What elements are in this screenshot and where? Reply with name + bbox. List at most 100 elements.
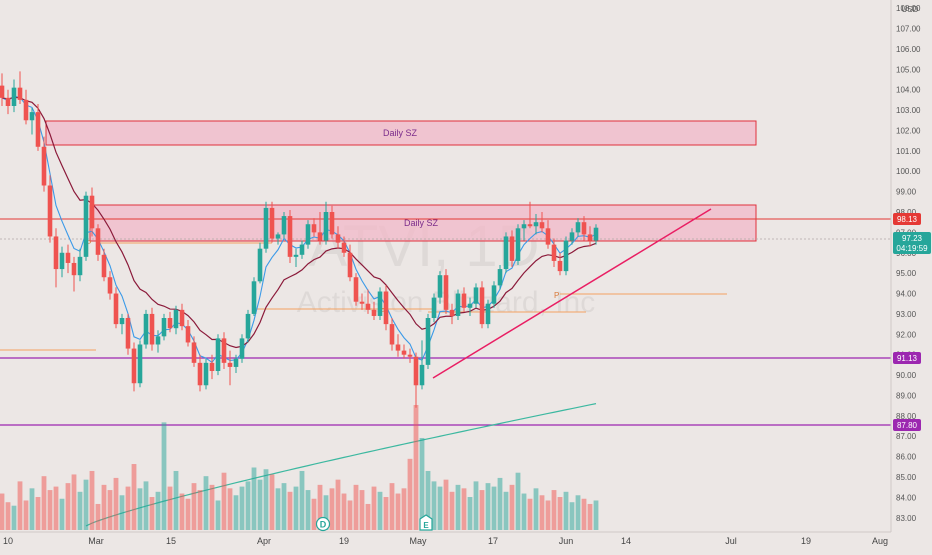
candle[interactable]: [335, 226, 341, 249]
candle[interactable]: [527, 201, 533, 229]
candle[interactable]: [71, 256, 77, 292]
candle[interactable]: [575, 218, 581, 237]
candle[interactable]: [149, 307, 155, 351]
candle[interactable]: [35, 103, 41, 151]
candle[interactable]: [53, 228, 59, 288]
candle[interactable]: [5, 89, 11, 115]
candle[interactable]: [125, 313, 131, 355]
candle[interactable]: [425, 313, 431, 369]
candle[interactable]: [59, 246, 65, 278]
candle[interactable]: [245, 309, 251, 343]
candle[interactable]: [341, 236, 347, 257]
ema-fast-line[interactable]: [1, 95, 597, 364]
candle[interactable]: [251, 277, 257, 316]
candle[interactable]: [89, 187, 95, 237]
candle[interactable]: [197, 354, 203, 392]
candle[interactable]: [563, 236, 569, 276]
candle[interactable]: [17, 71, 23, 104]
candle[interactable]: [515, 224, 521, 265]
candle[interactable]: [317, 212, 323, 245]
candle[interactable]: [557, 252, 563, 276]
candle[interactable]: [353, 273, 359, 306]
candle[interactable]: [503, 232, 509, 274]
candle[interactable]: [227, 350, 233, 386]
candle[interactable]: [365, 289, 371, 314]
candle[interactable]: [299, 240, 305, 259]
candle[interactable]: [101, 248, 107, 282]
candle[interactable]: [371, 301, 377, 321]
candle[interactable]: [485, 299, 491, 329]
candle[interactable]: [239, 334, 245, 363]
ema-slow-line[interactable]: [1, 96, 597, 349]
candle[interactable]: [23, 89, 29, 125]
candle[interactable]: [569, 228, 575, 245]
candle[interactable]: [113, 287, 119, 329]
candle[interactable]: [305, 220, 311, 249]
candle[interactable]: [11, 79, 17, 113]
candle[interactable]: [419, 340, 425, 390]
candle[interactable]: [131, 342, 137, 392]
candle[interactable]: [233, 354, 239, 374]
candle[interactable]: [551, 238, 557, 268]
daily-sz-zone-upper[interactable]: [45, 120, 757, 146]
candle[interactable]: [257, 242, 263, 284]
candle[interactable]: [347, 244, 353, 282]
candle[interactable]: [587, 226, 593, 247]
candle[interactable]: [215, 334, 221, 376]
candle[interactable]: [203, 358, 209, 390]
candle[interactable]: [323, 201, 329, 245]
price-axis[interactable]: 83.00 84.00 85.00 86.00 87.00 88.00 89.00 90.00…: [896, 4, 921, 523]
candle[interactable]: [167, 311, 173, 333]
dividend-marker-icon[interactable]: [315, 516, 331, 532]
candle[interactable]: [269, 201, 275, 243]
candle[interactable]: [191, 336, 197, 367]
candle[interactable]: [473, 283, 479, 308]
candle[interactable]: [431, 293, 437, 323]
candle[interactable]: [413, 352, 419, 408]
candle[interactable]: [137, 340, 143, 388]
candle[interactable]: [533, 214, 539, 235]
candle[interactable]: [461, 287, 467, 312]
candle[interactable]: [521, 220, 527, 241]
candle[interactable]: [47, 175, 53, 243]
candle[interactable]: [287, 209, 293, 263]
candle[interactable]: [161, 313, 167, 341]
candle[interactable]: [359, 293, 365, 310]
candle[interactable]: [479, 281, 485, 329]
candle[interactable]: [539, 212, 545, 233]
candle[interactable]: [407, 348, 413, 363]
candle[interactable]: [383, 285, 389, 331]
candle[interactable]: [581, 216, 587, 241]
candle[interactable]: [329, 205, 335, 239]
candle[interactable]: [275, 232, 281, 245]
candle[interactable]: [185, 320, 191, 347]
candle[interactable]: [95, 224, 101, 261]
candle[interactable]: [593, 224, 599, 245]
candle[interactable]: [155, 330, 161, 353]
candle[interactable]: [491, 281, 497, 308]
candle[interactable]: [41, 136, 47, 192]
candle[interactable]: [65, 244, 71, 274]
candle[interactable]: [143, 309, 149, 349]
candle[interactable]: [173, 305, 179, 335]
candle[interactable]: [443, 269, 449, 314]
candle[interactable]: [119, 313, 125, 335]
candle[interactable]: [179, 303, 185, 331]
candle[interactable]: [467, 297, 473, 316]
candle[interactable]: [395, 334, 401, 357]
ascending-trendline[interactable]: [432, 208, 712, 379]
candle[interactable]: [455, 289, 461, 321]
earnings-marker-icon[interactable]: [419, 514, 433, 531]
candle[interactable]: [209, 354, 215, 380]
candle[interactable]: [29, 108, 35, 135]
candle[interactable]: [83, 191, 89, 261]
candle[interactable]: [221, 332, 227, 369]
candle[interactable]: [401, 344, 407, 359]
candle[interactable]: [107, 271, 113, 300]
candle[interactable]: [0, 73, 5, 106]
time-axis[interactable]: 10 Mar 15 Apr 19 May 17 Jun 14 Jul 19 Au…: [3, 536, 888, 546]
candle[interactable]: [509, 230, 515, 268]
daily-sz-zone-lower[interactable]: [89, 204, 757, 242]
